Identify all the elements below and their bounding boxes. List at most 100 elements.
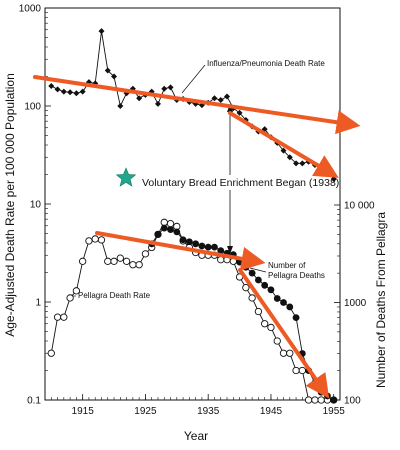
data-point-open-circle bbox=[79, 257, 87, 265]
data-point-open-circle bbox=[160, 218, 168, 226]
data-point-open-circle bbox=[286, 349, 294, 357]
data-point-filled-circle bbox=[179, 236, 187, 244]
right-axis-title: Number of Deaths From Pellagra bbox=[374, 212, 388, 388]
data-point-diamond bbox=[117, 103, 124, 109]
pellagra-rate-label: Pellagra Death Rate bbox=[78, 291, 151, 300]
left-axis-title: Age-Adjusted Death Rate per 100 000 Popu… bbox=[3, 73, 17, 337]
data-point-open-circle bbox=[47, 349, 55, 357]
data-point-diamond bbox=[280, 147, 287, 154]
data-point-diamond bbox=[293, 160, 300, 167]
data-point-filled-circle bbox=[286, 303, 294, 311]
data-point-filled-circle bbox=[211, 243, 218, 251]
x-axis: 1915 1925 1935 1945 1955 bbox=[50, 394, 345, 417]
data-point-filled-circle bbox=[192, 240, 200, 248]
data-point-open-circle bbox=[135, 261, 143, 269]
x-tick-label: 1945 bbox=[260, 406, 283, 417]
data-point-diamond bbox=[167, 84, 174, 91]
data-point-diamond bbox=[104, 67, 111, 74]
data-point-open-circle bbox=[279, 349, 288, 357]
data-point-filled-circle bbox=[273, 295, 281, 302]
series-influenza bbox=[48, 28, 337, 182]
data-point-diamond bbox=[217, 97, 224, 104]
data-point-open-circle bbox=[254, 307, 263, 316]
enrichment-label-bg bbox=[140, 175, 330, 190]
trend-arrow-pellagra-post-1938 bbox=[238, 268, 330, 399]
series-pellagra-deaths bbox=[148, 224, 338, 404]
data-point-open-circle bbox=[60, 313, 68, 321]
data-point-diamond bbox=[211, 95, 218, 102]
series-line bbox=[151, 227, 334, 401]
x-tick-label: 1935 bbox=[197, 406, 220, 417]
left-tick-label: 1000 bbox=[19, 4, 42, 15]
data-point-open-circle bbox=[129, 261, 137, 269]
data-point-filled-circle bbox=[248, 269, 256, 277]
data-point-open-circle bbox=[242, 284, 250, 292]
data-point-open-circle bbox=[267, 323, 275, 332]
data-point-open-circle bbox=[53, 313, 62, 321]
data-point-diamond bbox=[67, 89, 74, 96]
data-point-filled-circle bbox=[154, 230, 162, 238]
data-point-open-circle bbox=[273, 337, 281, 345]
left-tick-label: 10 bbox=[30, 200, 42, 211]
x-axis-title: Year bbox=[184, 429, 208, 443]
data-point-diamond bbox=[224, 93, 231, 100]
data-point-diamond bbox=[60, 88, 67, 95]
data-point-filled-circle bbox=[330, 396, 338, 404]
data-point-diamond bbox=[54, 86, 61, 93]
data-point-open-circle bbox=[166, 220, 175, 228]
enrichment-line-bottom-arrow bbox=[227, 246, 233, 254]
trend-arrow-pellagra-pre-1938 bbox=[95, 231, 266, 271]
pellagra-deaths-label-1: Number of bbox=[268, 261, 306, 270]
left-axis: 0.1 1 10 100 1000 bbox=[19, 4, 51, 407]
data-point-open-circle bbox=[110, 257, 118, 265]
left-tick-label: 0.1 bbox=[27, 396, 41, 407]
data-point-filled-circle bbox=[185, 238, 193, 246]
right-axis: 100 1000 10 000 bbox=[334, 201, 375, 407]
data-point-filled-circle bbox=[167, 226, 174, 233]
data-point-open-circle bbox=[85, 237, 93, 245]
data-point-filled-circle bbox=[267, 286, 275, 294]
data-point-open-circle bbox=[104, 257, 112, 265]
data-point-diamond bbox=[79, 88, 86, 95]
data-point-filled-circle bbox=[217, 247, 225, 255]
right-tick-label: 1000 bbox=[344, 298, 367, 309]
data-point-open-circle bbox=[311, 396, 319, 404]
data-point-open-circle bbox=[304, 396, 313, 404]
data-point-diamond bbox=[98, 28, 105, 35]
influenza-leader bbox=[181, 64, 206, 94]
data-point-open-circle bbox=[298, 366, 306, 375]
enrichment-label: Voluntary Bread Enrichment Began (1938) bbox=[142, 177, 339, 189]
left-tick-label: 100 bbox=[24, 102, 41, 113]
data-point-diamond bbox=[154, 100, 161, 107]
data-point-diamond bbox=[111, 73, 118, 80]
data-point-diamond bbox=[73, 90, 80, 97]
right-tick-label: 100 bbox=[344, 396, 361, 407]
data-point-filled-circle bbox=[255, 276, 262, 284]
data-point-filled-circle bbox=[198, 242, 206, 250]
data-point-diamond bbox=[136, 95, 143, 102]
x-tick-label: 1915 bbox=[72, 406, 95, 417]
data-point-open-circle bbox=[91, 235, 99, 243]
series-line bbox=[51, 31, 335, 180]
data-point-filled-circle bbox=[261, 281, 269, 289]
pellagra-deaths-label-2: Pellagra Deaths bbox=[268, 271, 325, 280]
trend-arrow-influenza-post-1938 bbox=[228, 111, 339, 178]
data-point-diamond bbox=[48, 82, 55, 89]
data-point-open-circle bbox=[116, 254, 124, 262]
data-point-open-circle bbox=[248, 294, 256, 302]
data-point-filled-circle bbox=[280, 299, 287, 306]
data-point-diamond bbox=[161, 85, 168, 92]
trend-arrow-influenza-overall bbox=[33, 75, 361, 135]
data-point-diamond bbox=[236, 109, 243, 116]
data-point-filled-circle bbox=[173, 228, 181, 236]
data-point-open-circle bbox=[122, 257, 131, 265]
x-tick-label: 1925 bbox=[134, 406, 157, 417]
data-point-diamond bbox=[299, 160, 306, 167]
star-icon bbox=[115, 167, 137, 187]
right-tick-label: 10 000 bbox=[344, 201, 375, 212]
data-point-filled-circle bbox=[204, 243, 212, 251]
data-point-filled-circle bbox=[160, 224, 168, 232]
data-point-open-circle bbox=[72, 287, 81, 295]
series-pellagra-rate bbox=[47, 218, 338, 404]
